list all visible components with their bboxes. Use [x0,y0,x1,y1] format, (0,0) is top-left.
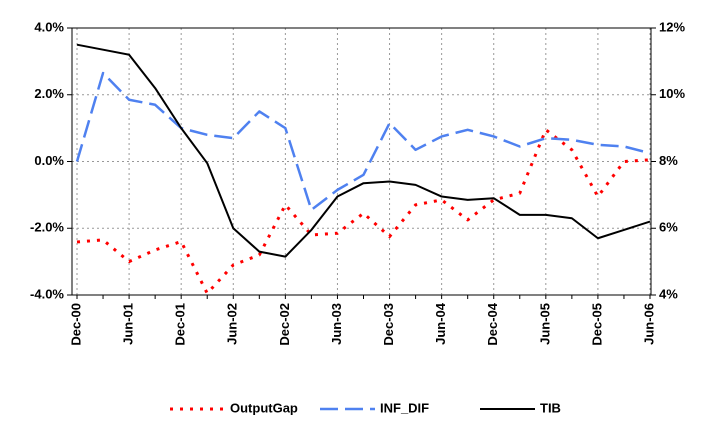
y2-tick-label: 8% [659,153,678,168]
y-tick-label: -2.0% [30,220,64,235]
legend-label: TIB [540,400,561,415]
legend-label: OutputGap [230,400,298,415]
x-tick-label: Jun-06 [641,303,656,345]
y-tick-label: 0.0% [34,153,64,168]
series-line [76,43,651,258]
x-tick-label: Jun-01 [121,303,136,345]
plot-border [71,27,652,296]
x-tick-label: Dec-01 [173,303,188,346]
y2-tick-label: 4% [659,286,678,301]
x-tick-label: Dec-03 [381,303,396,346]
x-tick-label: Jun-02 [225,303,240,345]
x-tick-label: Dec-05 [589,303,604,346]
y2-tick-label: 12% [659,19,685,34]
y2-tick-label: 6% [659,220,678,235]
x-tick-label: Jun-03 [329,303,344,345]
series-line [76,128,651,295]
x-tick-label: Dec-00 [68,303,83,346]
legend-label: INF_DIF [380,400,429,415]
x-tick-label: Jun-05 [537,303,552,345]
x-tick-label: Jun-04 [433,302,448,345]
x-tick-label: Dec-04 [485,302,500,345]
y-tick-label: -4.0% [30,286,64,301]
series-line [75,71,651,212]
y-tick-label: 2.0% [34,86,64,101]
y2-tick-label: 10% [659,86,685,101]
y-tick-label: 4.0% [34,19,64,34]
x-tick-label: Dec-02 [277,303,292,346]
